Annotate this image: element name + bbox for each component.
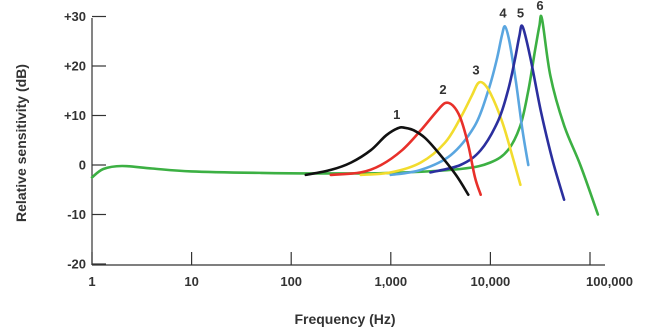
y-tick-label: 0 <box>79 158 86 173</box>
x-tick-label: 1,000 <box>375 274 408 289</box>
series-line-1 <box>304 125 470 196</box>
y-tick-label: -10 <box>67 207 86 222</box>
y-tick-label: +20 <box>64 59 86 74</box>
series-layer <box>90 14 600 216</box>
x-tick-label: 1 <box>88 274 95 289</box>
y-axis-title: Relative sensitivity (dB) <box>13 64 29 222</box>
x-axis-title: Frequency (Hz) <box>294 311 395 327</box>
axes: +30+20+100-10-201 10 100 1,000 10,000 100,000 <box>64 9 633 289</box>
series-line-6 <box>90 14 600 216</box>
labels-layer: 1 2 3 4 5 6 <box>393 0 544 122</box>
y-tick-label: +10 <box>64 108 86 123</box>
x-tick-label: 10,000 <box>471 274 511 289</box>
y-tick-label: +30 <box>64 9 86 24</box>
series-line-2 <box>329 101 482 196</box>
x-tick-label: 100 <box>280 274 302 289</box>
series-label-2: 2 <box>439 82 446 97</box>
series-line-4 <box>389 25 530 177</box>
y-tick-label: -20 <box>67 257 86 272</box>
series-label-3: 3 <box>472 62 479 77</box>
series-line-3 <box>359 80 522 187</box>
series-label-6: 6 <box>536 0 543 13</box>
series-line-5 <box>429 24 566 201</box>
x-tick-label: 10 <box>184 274 198 289</box>
series-label-4: 4 <box>499 5 507 20</box>
series-label-1: 1 <box>393 107 400 122</box>
series-label-5: 5 <box>517 5 524 20</box>
x-tick-label: 100,000 <box>586 274 633 289</box>
